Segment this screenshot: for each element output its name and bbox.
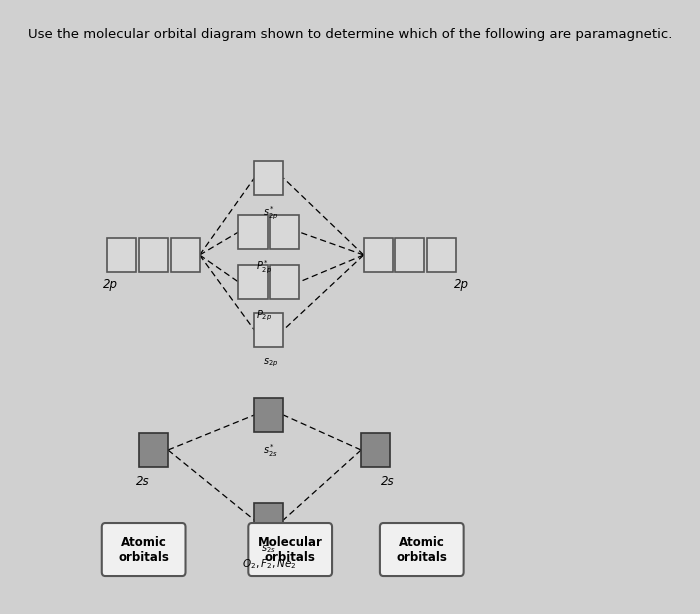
Text: $s_{2p}$: $s_{2p}$: [262, 357, 278, 370]
Bar: [427, 238, 456, 272]
Text: Use the molecular orbital diagram shown to determine which of the following are : Use the molecular orbital diagram shown …: [28, 28, 672, 41]
Bar: [361, 433, 390, 467]
Bar: [254, 503, 284, 537]
FancyBboxPatch shape: [102, 523, 186, 576]
Text: Atomic
orbitals: Atomic orbitals: [396, 535, 447, 564]
Text: $s^*_{2p}$: $s^*_{2p}$: [262, 205, 278, 222]
Text: 2p: 2p: [454, 278, 468, 291]
Text: 2s: 2s: [136, 475, 150, 488]
Bar: [107, 238, 136, 272]
Text: 2p: 2p: [104, 278, 118, 291]
FancyBboxPatch shape: [248, 523, 332, 576]
Text: $O_2, F_2, Ne_2$: $O_2, F_2, Ne_2$: [241, 557, 296, 571]
Bar: [364, 238, 393, 272]
Bar: [254, 161, 284, 195]
Bar: [270, 215, 299, 249]
Text: Atomic
orbitals: Atomic orbitals: [118, 535, 169, 564]
Bar: [171, 238, 199, 272]
Text: $s^*_{2s}$: $s^*_{2s}$: [263, 442, 278, 459]
Text: $s_{2s}$: $s_{2s}$: [261, 543, 277, 555]
Bar: [239, 265, 267, 299]
Text: $P^*_{2p}$: $P^*_{2p}$: [256, 259, 272, 276]
Bar: [239, 215, 267, 249]
Bar: [254, 313, 284, 347]
Bar: [139, 433, 168, 467]
Bar: [139, 238, 168, 272]
Text: $P_{2p}$: $P_{2p}$: [256, 309, 272, 324]
FancyBboxPatch shape: [380, 523, 463, 576]
Bar: [254, 398, 284, 432]
Text: 2s: 2s: [381, 475, 394, 488]
Bar: [270, 265, 299, 299]
Bar: [395, 238, 424, 272]
Text: Molecular
orbitals: Molecular orbitals: [258, 535, 323, 564]
